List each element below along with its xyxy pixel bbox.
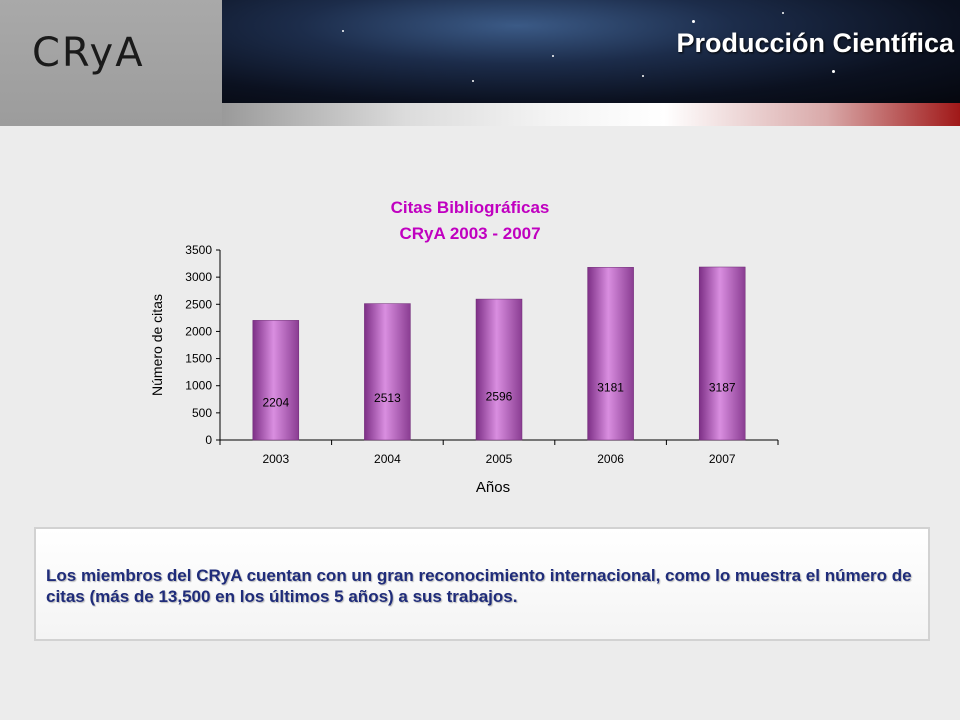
info-box: Los miembros del CRyA cuentan con un gra… <box>34 527 930 641</box>
header-banner: Producción Científica <box>222 0 960 103</box>
x-tick-label: 2007 <box>709 452 736 466</box>
bar-data-label: 2204 <box>262 395 289 409</box>
x-tick-label: 2005 <box>486 452 513 466</box>
bar <box>587 267 634 441</box>
chart-title-line-1: Citas Bibliográficas <box>390 198 550 217</box>
x-axis-label: Años <box>476 479 510 496</box>
bar <box>252 320 300 441</box>
chart-title: Citas Bibliográficas CRyA 2003 - 2007 <box>140 195 800 247</box>
bar-data-label: 3187 <box>709 381 736 395</box>
y-axis-label: Número de citas <box>149 294 165 396</box>
y-tick-label: 1500 <box>185 352 212 366</box>
star-decoration <box>472 80 474 82</box>
bar-data-label: 2596 <box>486 390 513 404</box>
y-tick-label: 500 <box>192 406 212 420</box>
y-tick-label: 3000 <box>185 270 212 284</box>
bar <box>364 303 411 441</box>
page-title: Producción Científica <box>676 28 954 58</box>
star-decoration <box>642 75 644 77</box>
y-tick-label: 1000 <box>185 379 212 393</box>
logo-panel: CRyA <box>0 0 222 126</box>
x-tick-label: 2006 <box>597 452 624 466</box>
y-tick-label: 2500 <box>185 297 212 311</box>
x-tick-label: 2004 <box>374 452 401 466</box>
bar <box>475 298 523 441</box>
citations-chart: 0 500 1000 1500 2000 2500 3000 3500 2204 2003 2513… <box>140 195 800 515</box>
crya-logo: CRyA <box>32 30 145 76</box>
star-decoration <box>832 70 835 73</box>
chart-svg: 0 500 1000 1500 2000 2500 3000 3500 2204 2003 2513… <box>149 243 779 496</box>
header-strip <box>222 103 960 126</box>
chart-title-line-2: CRyA 2003 - 2007 <box>399 224 541 243</box>
y-tick-label: 0 <box>205 433 212 447</box>
bar <box>698 266 746 441</box>
star-decoration <box>782 12 784 14</box>
y-tick-label: 3500 <box>185 243 212 257</box>
bar-data-label: 2513 <box>374 391 401 405</box>
info-text: Los miembros del CRyA cuentan con un gra… <box>46 566 912 606</box>
star-decoration <box>552 55 554 57</box>
x-tick-label: 2003 <box>262 452 289 466</box>
star-decoration <box>692 20 695 23</box>
y-tick-label: 2000 <box>185 324 212 338</box>
star-decoration <box>342 30 344 32</box>
bar-data-label: 3181 <box>597 381 624 395</box>
